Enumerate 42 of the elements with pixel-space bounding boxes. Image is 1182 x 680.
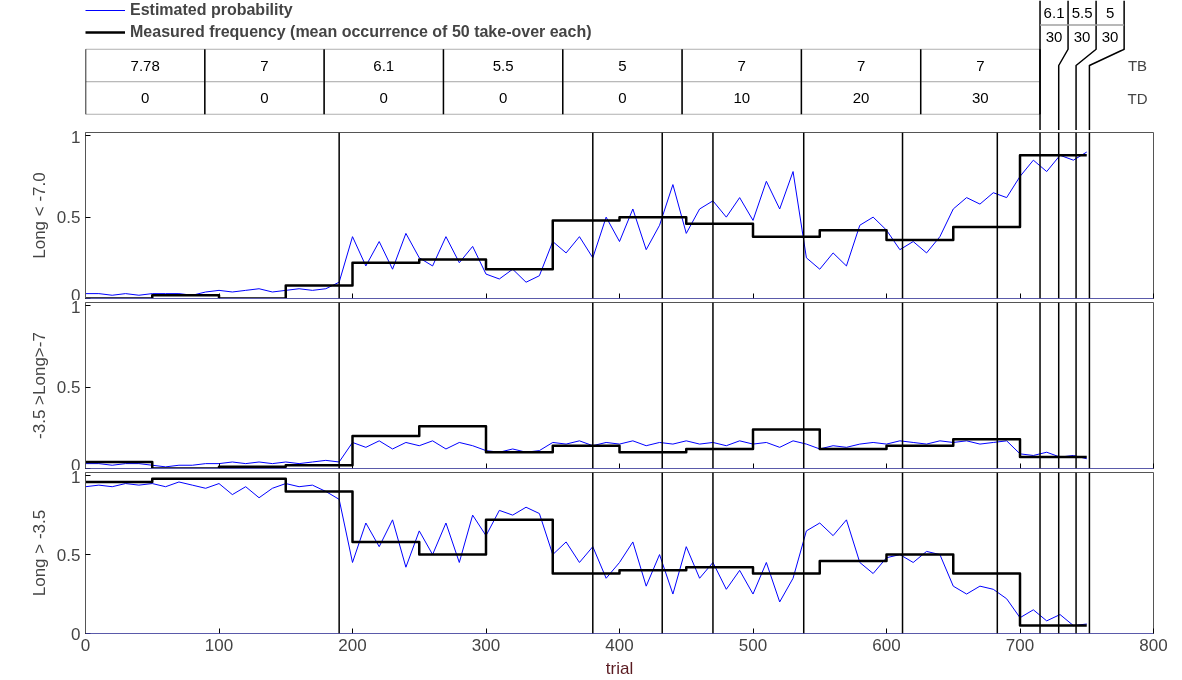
legend-label: Estimated probability <box>130 0 293 20</box>
data-label: 30 <box>1045 28 1063 46</box>
data-label: 30 <box>1101 28 1119 46</box>
x-tick-label: 400 <box>605 635 634 655</box>
x-tick-label: 300 <box>471 635 501 655</box>
y-tick-label: 0.5 <box>56 208 81 228</box>
x-tick-label: 500 <box>738 635 768 655</box>
y-tick-label: TD <box>1127 89 1148 107</box>
legend-label: Measured frequency (mean occurrence of 50 take-over each) <box>130 22 592 42</box>
x-tick-label: 800 <box>1139 635 1168 655</box>
data-label: 5 <box>618 56 627 74</box>
data-label: 6.1 <box>1043 3 1065 21</box>
data-label: 7 <box>260 56 269 74</box>
x-tick-label: 200 <box>338 635 367 655</box>
data-label: 30 <box>1073 28 1091 46</box>
data-label: 5.5 <box>1071 3 1093 21</box>
data-label: 10 <box>733 89 751 106</box>
data-label: 6.1 <box>373 56 395 74</box>
data-label: 20 <box>852 89 870 106</box>
x-tick-label: 700 <box>1005 635 1035 655</box>
data-label: 30 <box>972 89 989 106</box>
data-label: 0 <box>498 89 508 106</box>
data-label: 7 <box>737 56 746 74</box>
y-tick-label: 0.5 <box>56 378 81 398</box>
y-tick-label: TB <box>1127 57 1148 74</box>
data-label: 0 <box>140 89 150 106</box>
x-tick-label: 100 <box>204 635 234 655</box>
x-axis-title: trial <box>605 658 634 678</box>
data-label: 5 <box>1105 3 1115 21</box>
y-axis-title: Long < -7.0 <box>29 172 49 259</box>
data-label: 0 <box>618 89 627 106</box>
y-axis-title: Long > -3.5 <box>29 509 49 597</box>
data-label: 0 <box>260 89 269 106</box>
x-tick-label: 600 <box>872 635 901 655</box>
y-tick-label: 0.5 <box>56 545 81 565</box>
data-label: 5.5 <box>492 56 514 74</box>
data-label: 7.78 <box>130 56 160 74</box>
data-label: 0 <box>379 89 388 106</box>
data-label: 7 <box>856 56 866 74</box>
data-label: 7 <box>976 56 985 74</box>
y-tick-label: 1 <box>71 127 81 147</box>
y-axis-title: -3.5 >Long>-7 <box>29 332 49 439</box>
